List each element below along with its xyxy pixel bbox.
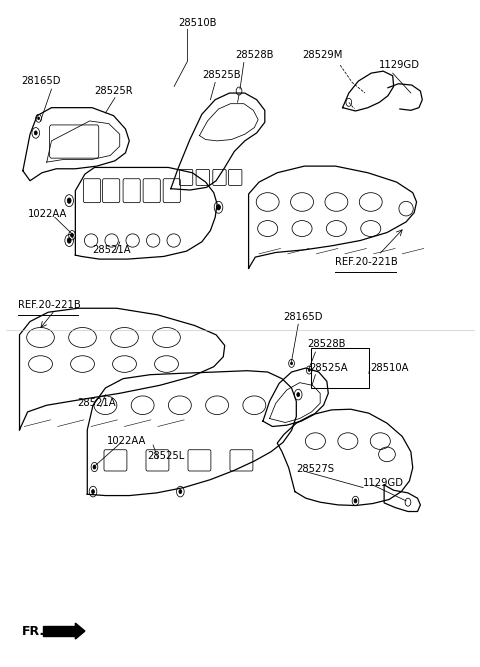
Circle shape: [290, 362, 292, 365]
Text: 1022AA: 1022AA: [28, 209, 67, 219]
Circle shape: [354, 499, 357, 503]
Text: 28521A: 28521A: [77, 398, 115, 408]
Text: 28521A: 28521A: [92, 245, 131, 255]
Text: 28525B: 28525B: [202, 70, 240, 80]
Circle shape: [179, 490, 182, 494]
Circle shape: [308, 369, 310, 372]
Polygon shape: [75, 623, 85, 639]
Text: 28525R: 28525R: [95, 85, 133, 95]
Circle shape: [71, 233, 73, 237]
Text: 28527S: 28527S: [296, 464, 334, 474]
Text: 28165D: 28165D: [283, 311, 323, 321]
Text: 28525A: 28525A: [309, 364, 348, 374]
Polygon shape: [43, 626, 75, 636]
Text: 28528B: 28528B: [307, 340, 345, 350]
Text: 28528B: 28528B: [235, 50, 274, 60]
Text: 1129GD: 1129GD: [378, 61, 420, 71]
Text: REF.20-221B: REF.20-221B: [18, 300, 81, 310]
Text: 28529M: 28529M: [302, 50, 342, 60]
Text: 28510A: 28510A: [370, 364, 408, 374]
Bar: [311, 348, 369, 388]
Text: 28165D: 28165D: [22, 77, 61, 87]
Circle shape: [37, 117, 39, 119]
Text: 28510B: 28510B: [178, 18, 216, 28]
Text: 28525L: 28525L: [147, 451, 184, 461]
Text: FR.: FR.: [22, 625, 45, 638]
Circle shape: [67, 238, 71, 243]
Circle shape: [297, 393, 300, 397]
Circle shape: [67, 198, 71, 203]
Circle shape: [92, 490, 95, 494]
Text: REF.20-221B: REF.20-221B: [336, 257, 398, 267]
Text: 1129GD: 1129GD: [363, 478, 404, 488]
Circle shape: [216, 205, 220, 210]
Text: 1022AA: 1022AA: [107, 436, 146, 446]
Circle shape: [34, 131, 37, 135]
Circle shape: [93, 465, 96, 469]
